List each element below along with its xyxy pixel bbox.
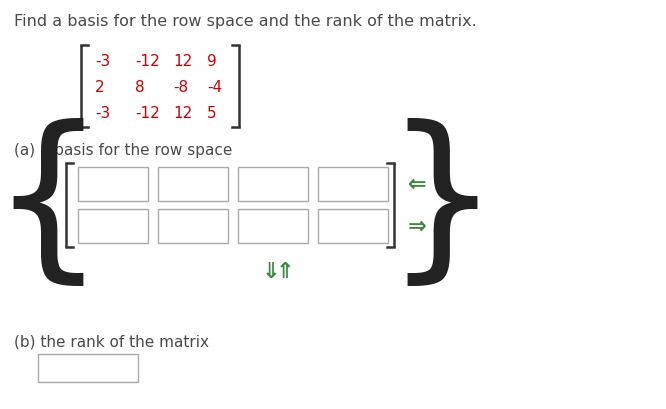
- Bar: [318, 168, 388, 202]
- Text: -8: -8: [173, 79, 188, 94]
- Text: 8: 8: [135, 79, 145, 94]
- Text: (a) a basis for the row space: (a) a basis for the row space: [14, 143, 232, 157]
- Bar: [78, 209, 148, 243]
- Text: ⇑: ⇑: [276, 261, 294, 281]
- Text: 5: 5: [207, 105, 216, 120]
- Text: -3: -3: [95, 105, 111, 120]
- Text: -12: -12: [135, 105, 160, 120]
- Text: }: }: [384, 118, 500, 293]
- Bar: [38, 354, 138, 382]
- Bar: [78, 168, 148, 202]
- Text: Find a basis for the row space and the rank of the matrix.: Find a basis for the row space and the r…: [14, 14, 477, 29]
- Text: ⇒: ⇒: [408, 216, 426, 236]
- Text: {: {: [0, 118, 105, 293]
- Text: -3: -3: [95, 53, 111, 68]
- Text: 9: 9: [207, 53, 216, 68]
- Bar: [318, 209, 388, 243]
- Text: 2: 2: [95, 79, 105, 94]
- Text: -4: -4: [207, 79, 222, 94]
- Text: -12: -12: [135, 53, 160, 68]
- Bar: [158, 168, 228, 202]
- Text: 12: 12: [173, 105, 192, 120]
- Text: ⇓: ⇓: [262, 261, 280, 281]
- Text: ⇐: ⇐: [408, 175, 426, 195]
- Bar: [158, 209, 228, 243]
- Bar: [238, 168, 308, 202]
- Text: 12: 12: [173, 53, 192, 68]
- Bar: [238, 209, 308, 243]
- Text: (b) the rank of the matrix: (b) the rank of the matrix: [14, 334, 209, 349]
